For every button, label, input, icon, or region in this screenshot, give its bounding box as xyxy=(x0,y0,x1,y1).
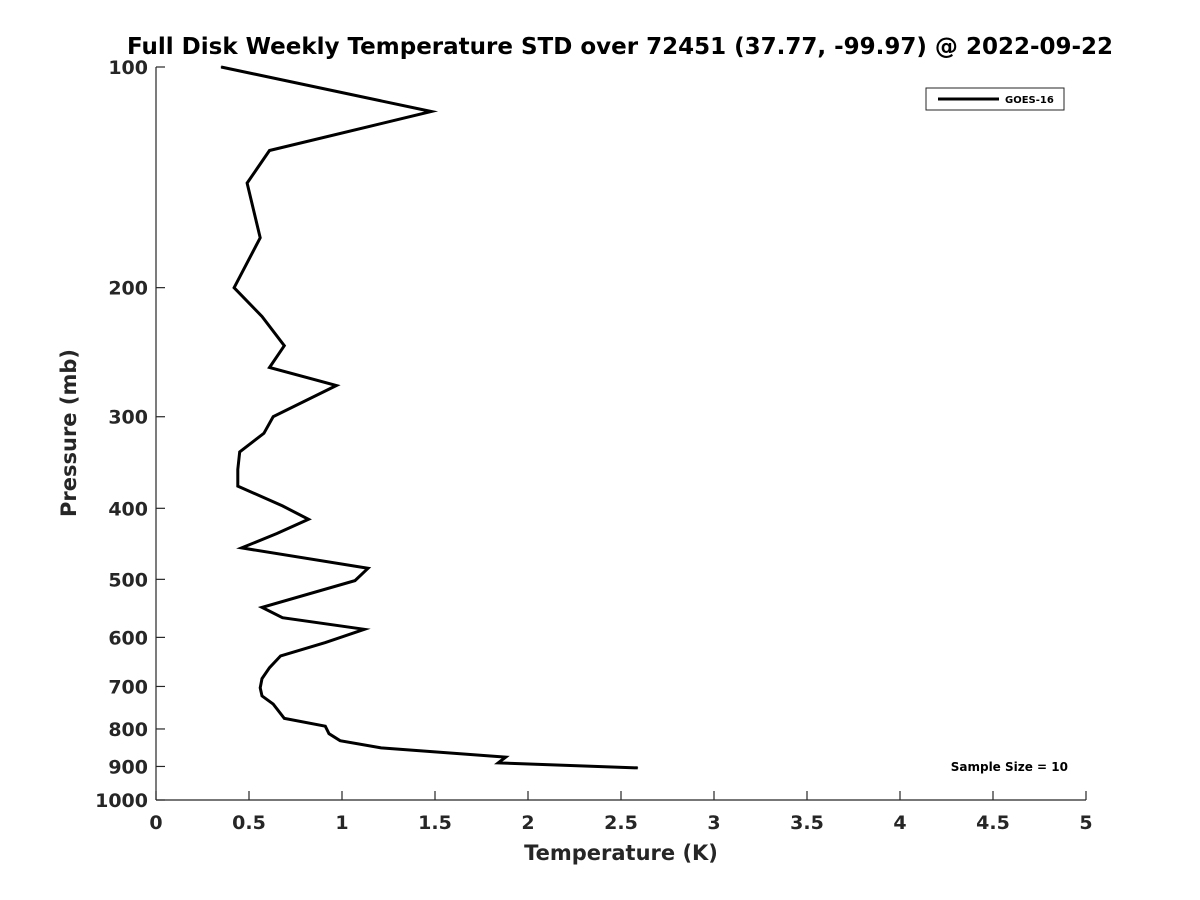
x-tick-label: 0 xyxy=(149,812,162,834)
data-point xyxy=(261,695,263,697)
sample-size-annotation: Sample Size = 10 xyxy=(951,760,1068,774)
data-point xyxy=(430,111,432,112)
data-point xyxy=(272,703,274,705)
data-point xyxy=(263,432,265,434)
data-point xyxy=(237,485,239,487)
x-ticks: 0 0.5 1 1.5 2 2.5 3 3.5 4 4.5 5 xyxy=(149,791,1093,834)
data-point xyxy=(339,740,341,742)
x-tick-label: 3 xyxy=(707,812,720,834)
y-tick-label: 400 xyxy=(108,498,148,520)
data-point xyxy=(272,416,274,418)
data-point xyxy=(283,717,285,719)
y-tick-label: 600 xyxy=(108,627,148,649)
data-point xyxy=(308,518,309,520)
x-tick-label: 5 xyxy=(1079,812,1092,834)
data-point xyxy=(280,655,282,657)
x-tick-label: 4 xyxy=(893,812,906,834)
data-point xyxy=(363,628,365,630)
data-point xyxy=(233,287,235,289)
data-point xyxy=(367,567,369,569)
y-tick-label: 700 xyxy=(108,676,148,698)
data-point xyxy=(637,767,639,769)
y-tick-label: 900 xyxy=(108,756,148,778)
y-tick-label: 200 xyxy=(108,278,148,300)
data-point xyxy=(246,182,248,184)
data-point xyxy=(220,66,222,68)
y-axis-title: Pressure (mb) xyxy=(57,349,81,517)
data-point xyxy=(259,687,261,689)
x-tick-label: 4.5 xyxy=(976,812,1010,834)
legend: GOES-16 xyxy=(925,87,1065,111)
data-point xyxy=(324,725,326,727)
data-point xyxy=(241,547,243,549)
data-point xyxy=(505,756,507,758)
data-point xyxy=(269,150,270,151)
x-tick-label: 1.5 xyxy=(418,812,452,834)
data-point xyxy=(269,367,270,368)
data-point xyxy=(282,505,283,507)
data-point xyxy=(328,733,330,735)
data-point xyxy=(276,533,278,534)
data-point xyxy=(239,451,241,453)
data-point xyxy=(324,642,326,644)
data-point xyxy=(497,762,499,764)
data-point xyxy=(259,237,261,239)
x-tick-label: 2.5 xyxy=(604,812,638,834)
data-point xyxy=(380,747,382,749)
data-point xyxy=(261,316,263,317)
data-point xyxy=(261,678,263,680)
data-point xyxy=(269,667,270,669)
x-axis-title: Temperature (K) xyxy=(524,841,718,865)
data-point xyxy=(335,385,337,386)
y-tick-label: 300 xyxy=(108,407,148,429)
legend-label-goes-16: GOES-16 xyxy=(1005,95,1054,106)
y-tick-label: 100 xyxy=(108,57,148,79)
y-tick-label: 500 xyxy=(108,569,148,591)
series-group xyxy=(220,65,639,770)
y-ticks: 100 200 300 400 500 600 700 800 900 1000 xyxy=(95,57,165,812)
chart-title: Full Disk Weekly Temperature STD over 72… xyxy=(127,34,1113,60)
x-tick-label: 0.5 xyxy=(232,812,266,834)
x-tick-label: 3.5 xyxy=(790,812,824,834)
y-tick-label: 1000 xyxy=(95,790,148,812)
x-tick-label: 2 xyxy=(521,812,534,834)
data-point xyxy=(261,606,263,608)
x-tick-label: 1 xyxy=(335,812,348,834)
y-tick-label: 800 xyxy=(108,719,148,741)
data-point xyxy=(354,580,356,582)
data-point xyxy=(237,468,239,470)
data-point xyxy=(282,617,283,619)
data-point xyxy=(283,345,285,347)
